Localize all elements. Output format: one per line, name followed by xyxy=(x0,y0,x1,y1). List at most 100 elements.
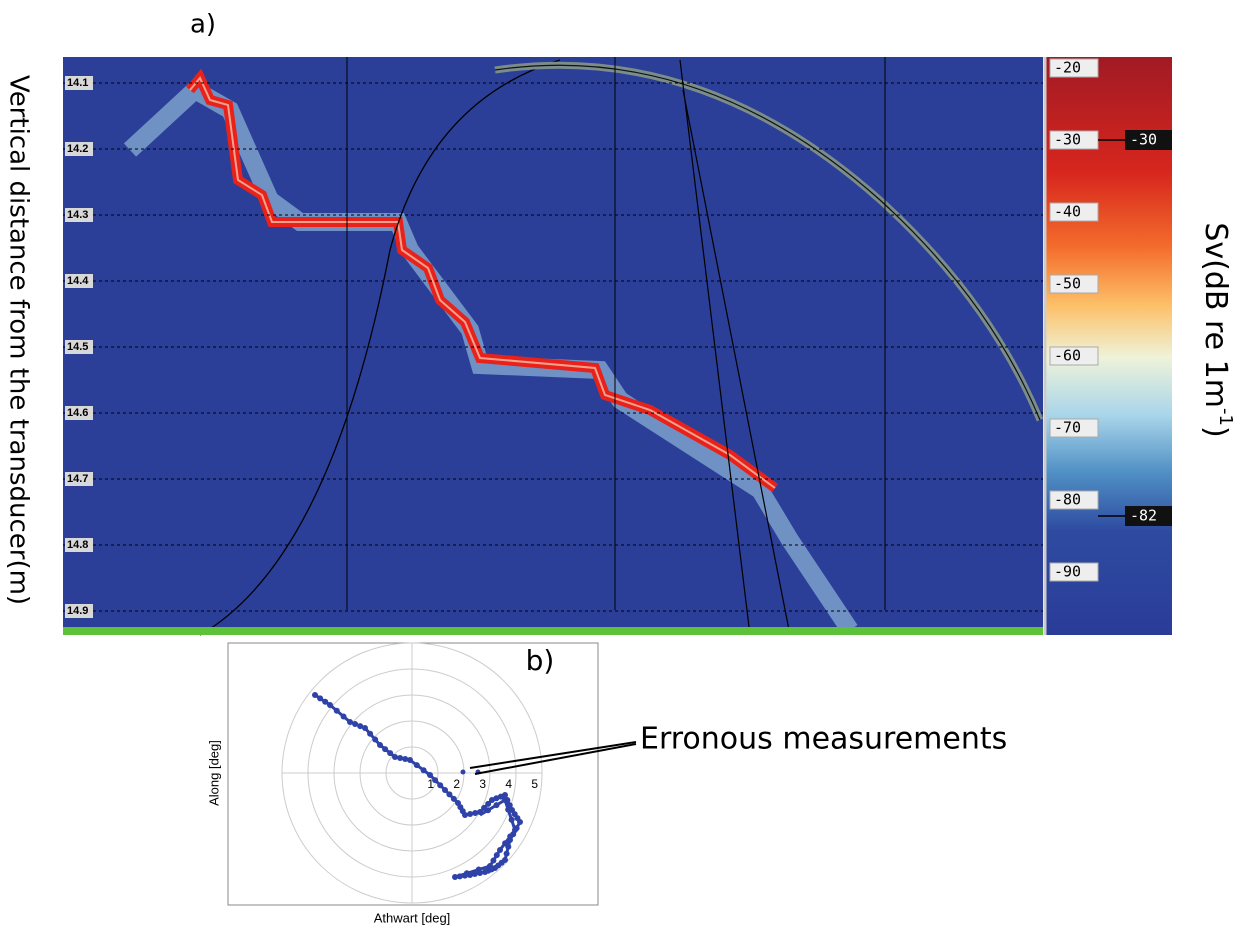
ring-label: 3 xyxy=(479,777,486,791)
echogram-background xyxy=(63,57,1043,635)
y-axis-label: Vertical distance from the transducer(m) xyxy=(4,75,34,605)
track-point xyxy=(497,847,503,853)
polar-ring xyxy=(281,642,543,904)
track-point xyxy=(463,870,470,877)
track-point xyxy=(387,750,394,757)
track-point xyxy=(392,754,398,760)
track-point xyxy=(377,742,383,748)
panel-label: a) xyxy=(190,10,216,40)
track-point xyxy=(407,757,413,763)
y-tick-label: 14.8 xyxy=(67,539,88,551)
colorbar-marker-label: -30 xyxy=(1130,131,1157,149)
colorbar-tick-label: -30 xyxy=(1054,131,1081,149)
track-point xyxy=(493,802,500,809)
track-point xyxy=(512,827,518,833)
x-axis-label: Athwart [deg] xyxy=(374,910,451,925)
ring-label: 1 xyxy=(427,777,434,791)
colorbar-marker-box xyxy=(1125,130,1172,150)
track-point xyxy=(312,692,318,698)
track-point xyxy=(322,698,329,705)
colorbar-marker-label: -82 xyxy=(1130,507,1157,525)
colorbar-label-main: Sv(dB re 1m xyxy=(1199,222,1234,408)
track-point xyxy=(450,795,457,802)
tick-box xyxy=(65,340,93,354)
y-tick-label: 14.9 xyxy=(67,605,88,617)
polar-plot: 1 2 3 4 5 xyxy=(281,642,543,904)
track-point xyxy=(487,863,493,869)
track-point xyxy=(502,840,509,847)
trajectory-line xyxy=(199,59,561,636)
y-tick-label: 14.4 xyxy=(67,275,89,287)
tick-box xyxy=(65,406,93,420)
track-point xyxy=(490,857,497,864)
erroneous-point xyxy=(460,769,466,775)
y-axis-label: Along [deg] xyxy=(206,740,221,806)
tick-box xyxy=(65,208,93,222)
y-tick-label: 14.3 xyxy=(67,209,88,221)
ring-label: 2 xyxy=(453,777,460,791)
track-point xyxy=(402,756,409,763)
track-point xyxy=(382,746,389,753)
track-point xyxy=(505,806,512,813)
polar-ring xyxy=(385,746,439,800)
track-point xyxy=(482,869,488,875)
colorbar-tick-label: -40 xyxy=(1054,203,1081,221)
track-point xyxy=(472,809,479,816)
track-point xyxy=(446,791,453,798)
colorbar-label: Sv(dB re 1m-1) xyxy=(1199,222,1237,437)
track-point xyxy=(467,810,474,817)
colorbar xyxy=(1045,57,1172,635)
track-point xyxy=(456,873,463,880)
tick-box xyxy=(65,274,93,288)
colorbar-tick-label: -70 xyxy=(1054,419,1081,437)
colorbar-tick-label: -20 xyxy=(1054,59,1081,77)
colorbar-tick-box xyxy=(1049,418,1099,438)
ring-label: 5 xyxy=(531,777,538,791)
colorbar-tick-box xyxy=(1049,346,1099,366)
colorbar-tick-box xyxy=(1049,490,1099,510)
colorbar-tick-label: -50 xyxy=(1054,275,1081,293)
colorbar-marker-box xyxy=(1125,506,1172,526)
track-point xyxy=(357,723,364,730)
track-point xyxy=(507,833,514,840)
trajectory-line xyxy=(679,59,791,636)
colorbar-tick-label: -60 xyxy=(1054,347,1081,365)
y-tick-label: 14.1 xyxy=(67,77,88,89)
ring-label: 4 xyxy=(505,777,512,791)
polar-ring xyxy=(333,694,491,852)
y-tick-label: 14.7 xyxy=(67,473,88,485)
track-point xyxy=(367,730,374,737)
colorbar-label-close: ) xyxy=(1199,426,1234,438)
tick-box xyxy=(65,604,93,618)
track-point xyxy=(485,800,492,807)
track-point xyxy=(372,736,379,743)
track-point xyxy=(503,850,510,857)
colorbar-tick-box xyxy=(1049,562,1099,582)
track-point xyxy=(420,767,427,774)
y-tick-label: 14.6 xyxy=(67,407,88,419)
track-point xyxy=(427,772,433,778)
annotation-line xyxy=(469,741,637,769)
annotation: Erronous measurements xyxy=(640,722,1007,757)
track-point xyxy=(452,874,458,880)
colorbar-tick-box xyxy=(1049,58,1099,78)
polar-frame xyxy=(227,642,599,906)
echogram: 14.1 14.2 14.3 14.4 14.5 14.6 14.7 14.8 14.9 xyxy=(63,57,1044,636)
track-point xyxy=(347,719,353,725)
panel-label: b) xyxy=(526,644,555,677)
track-point xyxy=(508,816,515,823)
tick-box xyxy=(65,76,93,90)
colorbar-tick-box xyxy=(1049,202,1099,222)
bottom-track-center xyxy=(189,76,776,489)
track-point xyxy=(413,762,420,769)
track-point xyxy=(397,755,404,762)
tick-box xyxy=(65,142,93,156)
track-point xyxy=(493,852,500,859)
annotation-line xyxy=(474,743,637,775)
track-point xyxy=(502,792,508,798)
track-point xyxy=(502,797,508,803)
y-tick-label: 14.5 xyxy=(67,341,88,353)
track-point xyxy=(437,782,444,789)
colorbar-tick-box xyxy=(1049,274,1099,294)
